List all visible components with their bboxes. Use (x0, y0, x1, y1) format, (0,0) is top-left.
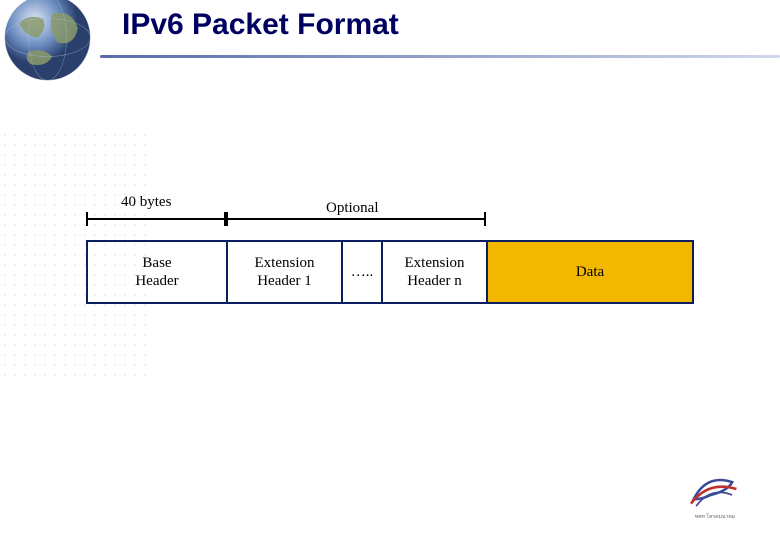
cell-label: BaseHeader (135, 254, 178, 290)
globe-icon (0, 0, 95, 85)
bytes-label: 40 bytes (121, 194, 171, 211)
cell-label: ….. (351, 263, 374, 281)
cell-data: Data (488, 242, 692, 302)
cell-label: Data (576, 263, 604, 281)
optional-label: Optional (326, 200, 379, 217)
svg-text:ทศท โทรคมนาคม: ทศท โทรคมนาคม (695, 513, 735, 520)
page-title: IPv6 Packet Format (122, 8, 399, 42)
measure-bar (226, 218, 486, 220)
measure-bar (86, 218, 226, 220)
cell-label: ExtensionHeader 1 (255, 254, 315, 290)
packet-row: BaseHeader ExtensionHeader 1 ….. Extensi… (86, 240, 694, 304)
measure-row: 40 bytes Optional (86, 190, 694, 240)
cell-extension-n: ExtensionHeader n (383, 242, 488, 302)
cell-extension-1: ExtensionHeader 1 (228, 242, 343, 302)
title-underline (100, 55, 780, 58)
measure-tick (484, 212, 486, 226)
cell-ellipsis: ….. (343, 242, 383, 302)
logo-icon: ทศท โทรคมนาคม (680, 465, 750, 525)
cell-base-header: BaseHeader (88, 242, 228, 302)
cell-label: ExtensionHeader n (405, 254, 465, 290)
packet-diagram: 40 bytes Optional BaseHeader ExtensionHe… (86, 190, 694, 304)
